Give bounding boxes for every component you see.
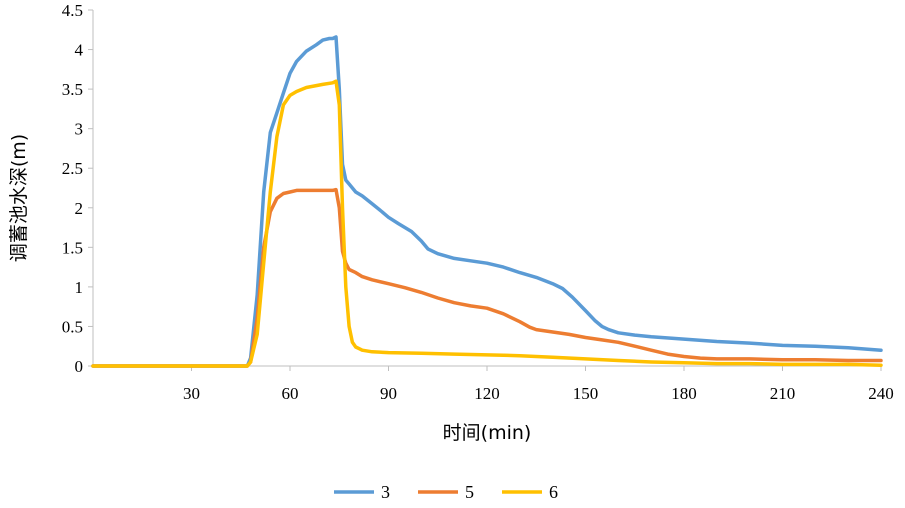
y-tick-label: 3.5 bbox=[62, 80, 83, 99]
legend-label-6: 6 bbox=[549, 482, 558, 502]
y-tick-label: 4.5 bbox=[62, 1, 83, 20]
series-line-5 bbox=[91, 187, 883, 368]
x-tick-label: 90 bbox=[380, 384, 397, 403]
x-tick-label: 210 bbox=[770, 384, 796, 403]
x-tick-label: 240 bbox=[868, 384, 894, 403]
y-tick-label: 0 bbox=[75, 357, 84, 376]
x-tick-label: 150 bbox=[573, 384, 599, 403]
legend: 3 5 6 bbox=[334, 482, 558, 502]
y-tick-label: 0.5 bbox=[62, 317, 83, 336]
series-line-3 bbox=[91, 35, 883, 368]
x-tick-label: 180 bbox=[671, 384, 697, 403]
y-tick-label: 3 bbox=[75, 120, 84, 139]
series-lines bbox=[91, 35, 883, 368]
x-tick-label: 120 bbox=[474, 384, 500, 403]
x-axis-tick-labels: 30 60 90 120 150 180 210 240 bbox=[183, 366, 894, 403]
x-tick-label: 30 bbox=[183, 384, 200, 403]
y-tick-label: 2.5 bbox=[62, 159, 83, 178]
y-tick-label: 4 bbox=[75, 41, 84, 60]
y-tick-label: 1.5 bbox=[62, 238, 83, 257]
y-axis-tick-labels: 0 0.5 1 1.5 2 2.5 3 3.5 4 4.5 bbox=[62, 1, 93, 376]
y-tick-label: 1 bbox=[75, 278, 84, 297]
x-tick-label: 60 bbox=[282, 384, 299, 403]
y-tick-label: 2 bbox=[75, 199, 84, 218]
series-line-6 bbox=[91, 79, 883, 368]
x-axis-title: 时间(min) bbox=[443, 422, 532, 444]
y-axis-title: 调蓄池水深(m) bbox=[8, 134, 30, 262]
legend-label-5: 5 bbox=[465, 482, 474, 502]
legend-label-3: 3 bbox=[381, 482, 390, 502]
